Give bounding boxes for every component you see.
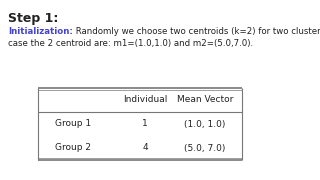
Text: Randomly we choose two centroids (k=2) for two clusters. In this: Randomly we choose two centroids (k=2) f… — [73, 27, 320, 36]
Text: 1: 1 — [142, 120, 148, 129]
Text: 4: 4 — [142, 143, 148, 152]
Text: Group 1: Group 1 — [55, 120, 91, 129]
Text: (1.0, 1.0): (1.0, 1.0) — [184, 120, 226, 129]
Text: Group 2: Group 2 — [55, 143, 91, 152]
Text: Mean Vector: Mean Vector — [177, 96, 233, 105]
Text: Initialization:: Initialization: — [8, 27, 73, 36]
Text: Individual: Individual — [123, 96, 167, 105]
Text: (5.0, 7.0): (5.0, 7.0) — [184, 143, 226, 152]
Text: Step 1:: Step 1: — [8, 12, 58, 25]
Text: case the 2 centroid are: m1=(1.0,1.0) and m2=(5.0,7.0).: case the 2 centroid are: m1=(1.0,1.0) an… — [8, 39, 253, 48]
